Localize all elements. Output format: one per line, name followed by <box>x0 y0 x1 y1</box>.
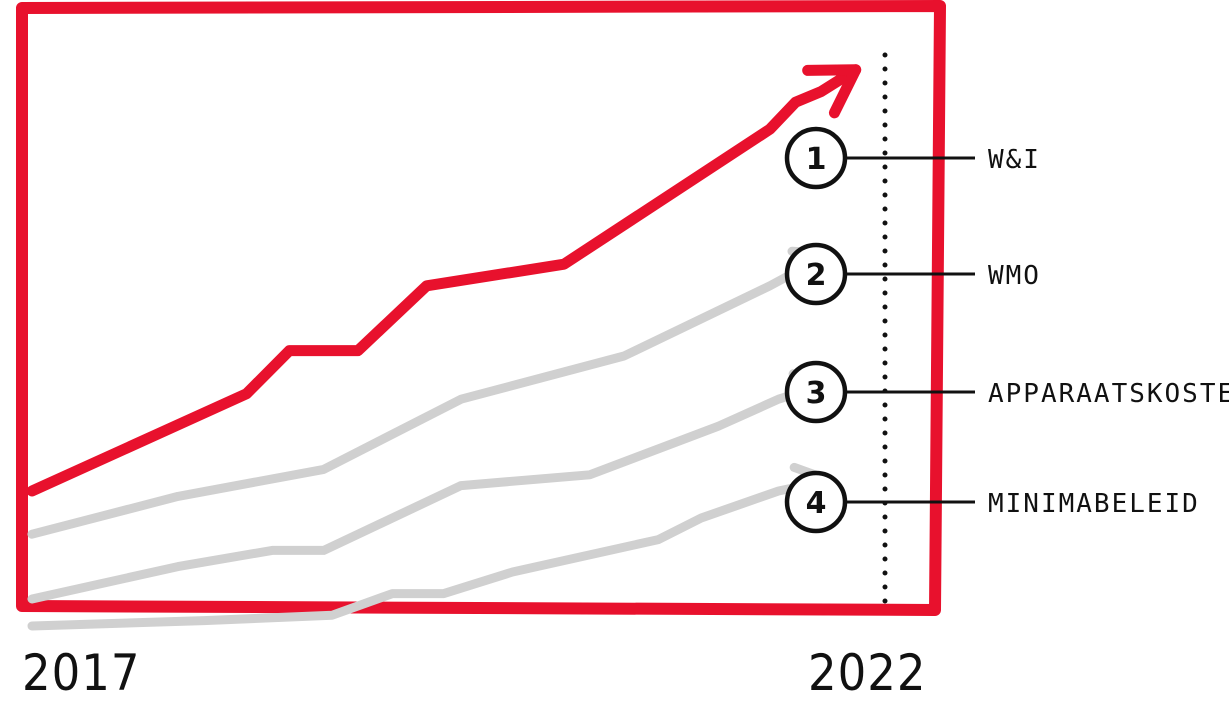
series-lines <box>26 64 862 631</box>
legend-label-3: APPARAATSKOSTEN <box>988 379 1229 409</box>
chart-frame <box>16 0 946 616</box>
legend-badge-2 <box>784 242 848 306</box>
legend: 1 W&I 2 WMO 3 APPARAATSKOSTEN 4 MINIMABELEID <box>784 126 1229 534</box>
legend-badge-3 <box>784 360 848 424</box>
legend-label-2: WMO <box>988 261 1041 291</box>
legend-badge-number-4: 4 <box>806 486 827 521</box>
series-line-3 <box>27 378 835 604</box>
legend-badge-number-1: 1 <box>806 142 827 177</box>
series-line-4 <box>27 475 835 631</box>
series-line-1 <box>26 64 862 497</box>
legend-label-4: MINIMABELEID <box>988 489 1200 519</box>
series-arrowhead-1 <box>802 64 862 119</box>
legend-badge-1 <box>784 126 848 190</box>
legend-badge-number-3: 3 <box>806 376 827 411</box>
x-tick-end: 2022 <box>808 644 926 702</box>
legend-badge-number-2: 2 <box>806 258 827 293</box>
legend-label-1: W&I <box>988 145 1041 175</box>
legend-badge-4 <box>784 470 848 534</box>
frame-border <box>16 0 946 616</box>
series-line-2 <box>27 248 835 539</box>
x-tick-start: 2017 <box>22 644 140 702</box>
